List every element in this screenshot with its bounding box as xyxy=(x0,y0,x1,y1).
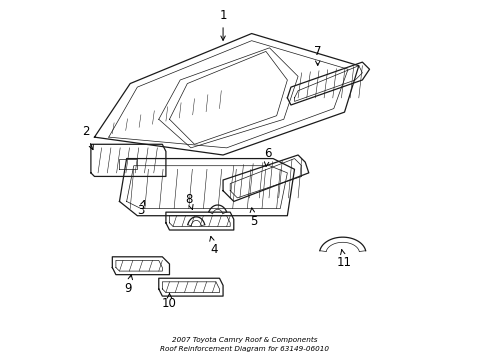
Text: 4: 4 xyxy=(209,237,218,256)
Text: 1: 1 xyxy=(219,9,226,40)
Text: 10: 10 xyxy=(162,293,177,310)
Text: 11: 11 xyxy=(336,250,351,269)
Text: 8: 8 xyxy=(185,193,193,210)
Text: 6: 6 xyxy=(264,147,271,166)
Text: 5: 5 xyxy=(249,208,257,228)
Text: 2: 2 xyxy=(81,125,93,150)
Text: 3: 3 xyxy=(137,201,144,217)
Text: 7: 7 xyxy=(313,45,321,66)
Text: 2007 Toyota Camry Roof & Components
Roof Reinforcement Diagram for 63149-06010: 2007 Toyota Camry Roof & Components Roof… xyxy=(160,337,328,352)
Text: 9: 9 xyxy=(124,275,132,296)
